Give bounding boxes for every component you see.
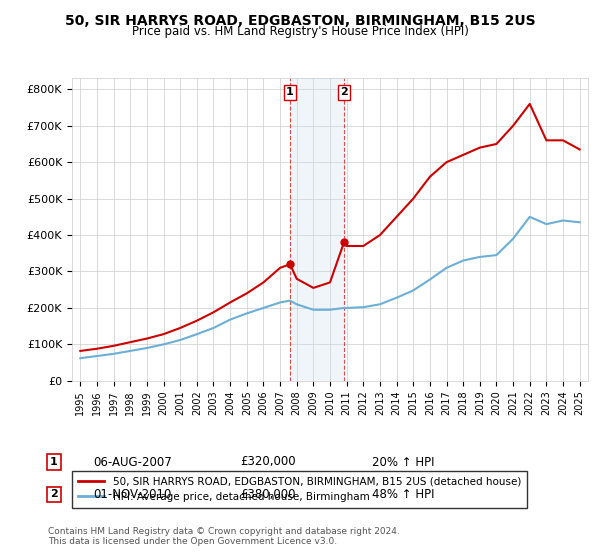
Text: £320,000: £320,000 (240, 455, 296, 469)
Text: 1: 1 (286, 87, 294, 97)
Text: 06-AUG-2007: 06-AUG-2007 (93, 455, 172, 469)
Legend: 50, SIR HARRYS ROAD, EDGBASTON, BIRMINGHAM, B15 2US (detached house), HPI: Avera: 50, SIR HARRYS ROAD, EDGBASTON, BIRMINGH… (72, 471, 527, 508)
Bar (290, 78, 344, 381)
Text: Price paid vs. HM Land Registry's House Price Index (HPI): Price paid vs. HM Land Registry's House … (131, 25, 469, 38)
Text: £380,000: £380,000 (240, 488, 296, 501)
Text: 2: 2 (340, 87, 348, 97)
Text: 01-NOV-2010: 01-NOV-2010 (93, 488, 172, 501)
Text: 1: 1 (50, 457, 58, 467)
Text: 2: 2 (50, 489, 58, 500)
Text: Contains HM Land Registry data © Crown copyright and database right 2024.
This d: Contains HM Land Registry data © Crown c… (48, 526, 400, 546)
Text: 20% ↑ HPI: 20% ↑ HPI (372, 455, 434, 469)
Text: 50, SIR HARRYS ROAD, EDGBASTON, BIRMINGHAM, B15 2US: 50, SIR HARRYS ROAD, EDGBASTON, BIRMINGH… (65, 14, 535, 28)
Text: 48% ↑ HPI: 48% ↑ HPI (372, 488, 434, 501)
